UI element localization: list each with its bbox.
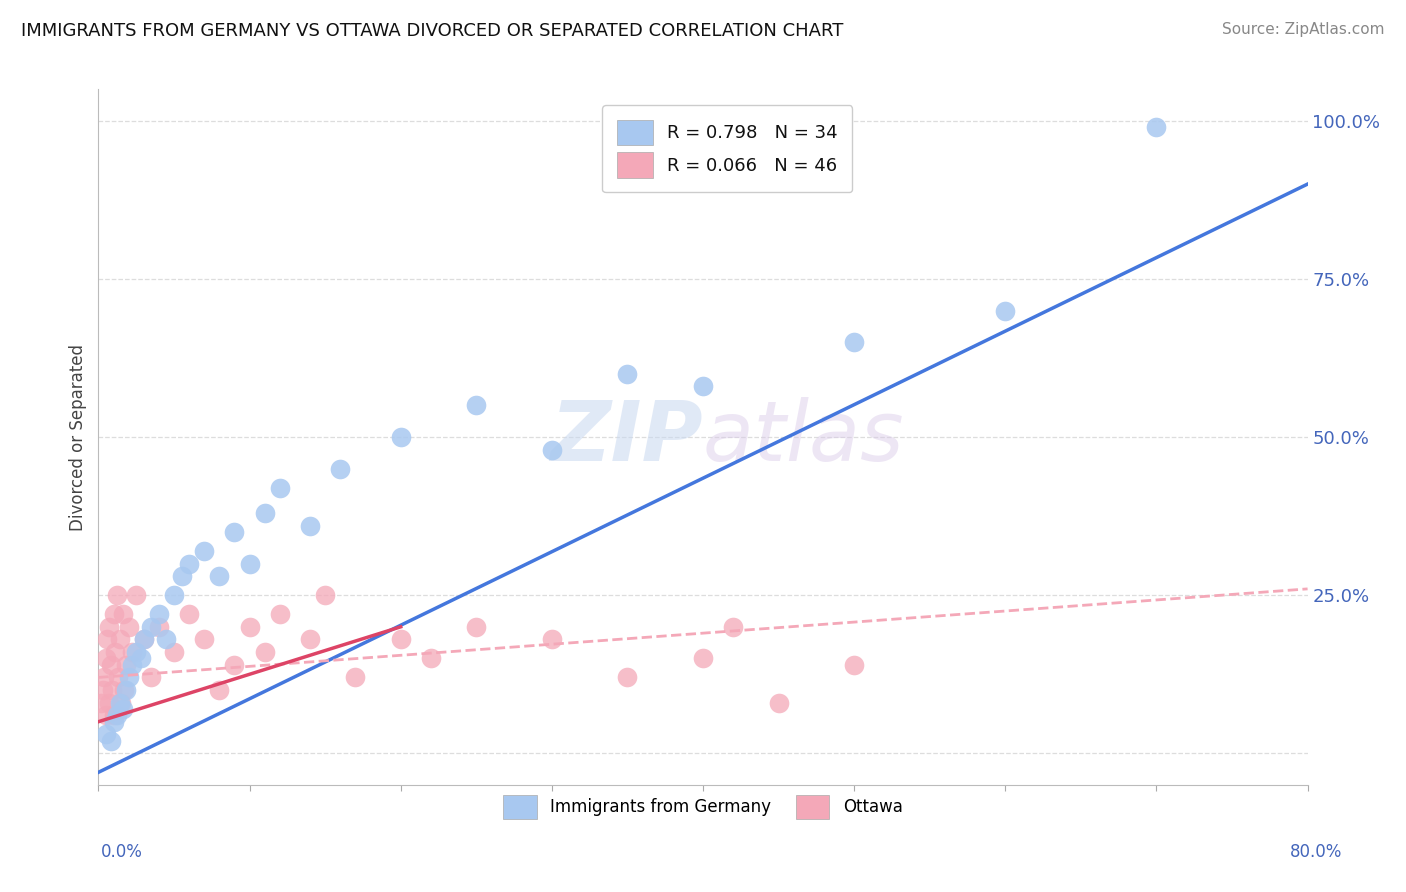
Point [314, 588, 336, 602]
Point [844, 335, 866, 350]
Point [104, 645, 127, 659]
Point [163, 645, 186, 659]
Point [239, 620, 262, 634]
Point [253, 645, 276, 659]
Point [616, 367, 638, 381]
Point [94, 651, 117, 665]
Point [768, 696, 790, 710]
Point [98, 696, 121, 710]
Point [208, 683, 231, 698]
Point [193, 632, 215, 647]
Point [616, 670, 638, 684]
Point [90, 696, 112, 710]
Legend: Immigrants from Germany, Ottawa: Immigrants from Germany, Ottawa [496, 789, 910, 825]
Point [103, 708, 125, 723]
Point [108, 632, 131, 647]
Point [420, 651, 443, 665]
Point [170, 569, 193, 583]
Point [141, 670, 163, 684]
Point [1146, 120, 1168, 135]
Point [465, 399, 488, 413]
Text: Source: ZipAtlas.com: Source: ZipAtlas.com [1222, 22, 1385, 37]
Point [540, 442, 562, 457]
Point [91, 683, 114, 698]
Point [114, 657, 136, 672]
Point [994, 303, 1017, 318]
Point [844, 657, 866, 672]
Point [179, 607, 201, 622]
Point [208, 569, 231, 583]
Point [93, 670, 115, 684]
Point [692, 379, 714, 393]
Point [100, 657, 122, 672]
Point [108, 696, 131, 710]
Point [193, 544, 215, 558]
Point [105, 708, 128, 723]
Point [125, 588, 148, 602]
Point [121, 657, 143, 672]
Text: 0.0%: 0.0% [101, 843, 143, 861]
Text: IMMIGRANTS FROM GERMANY VS OTTAWA DIVORCED OR SEPARATED CORRELATION CHART: IMMIGRANTS FROM GERMANY VS OTTAWA DIVORC… [21, 22, 844, 40]
Point [112, 683, 135, 698]
Point [94, 727, 117, 741]
Point [129, 651, 152, 665]
Point [179, 557, 201, 571]
Point [96, 632, 118, 647]
Point [329, 461, 352, 475]
Point [111, 607, 134, 622]
Point [389, 632, 412, 647]
Point [269, 607, 291, 622]
Point [465, 620, 488, 634]
Point [121, 645, 143, 659]
Point [141, 620, 163, 634]
Point [118, 620, 141, 634]
Point [148, 620, 170, 634]
Point [107, 670, 129, 684]
Point [105, 588, 128, 602]
Point [163, 588, 186, 602]
Point [253, 506, 276, 520]
Point [100, 733, 122, 747]
Text: ZIP: ZIP [550, 397, 703, 477]
Point [269, 481, 291, 495]
Point [114, 683, 136, 698]
Text: atlas: atlas [703, 397, 904, 477]
Point [723, 620, 745, 634]
Point [98, 620, 121, 634]
Point [148, 607, 170, 622]
Point [299, 518, 322, 533]
Point [132, 632, 155, 647]
Point [101, 683, 124, 698]
Point [155, 632, 177, 647]
Point [224, 657, 246, 672]
Point [239, 557, 262, 571]
Point [94, 708, 117, 723]
Point [111, 702, 134, 716]
Point [344, 670, 367, 684]
Point [103, 607, 125, 622]
Point [540, 632, 562, 647]
Point [125, 645, 148, 659]
Point [103, 714, 125, 729]
Point [118, 670, 141, 684]
Point [224, 524, 246, 539]
Y-axis label: Divorced or Separated: Divorced or Separated [69, 343, 87, 531]
Point [299, 632, 322, 647]
Point [692, 651, 714, 665]
Text: 80.0%: 80.0% [1291, 843, 1343, 861]
Point [389, 430, 412, 444]
Point [132, 632, 155, 647]
Point [110, 696, 132, 710]
